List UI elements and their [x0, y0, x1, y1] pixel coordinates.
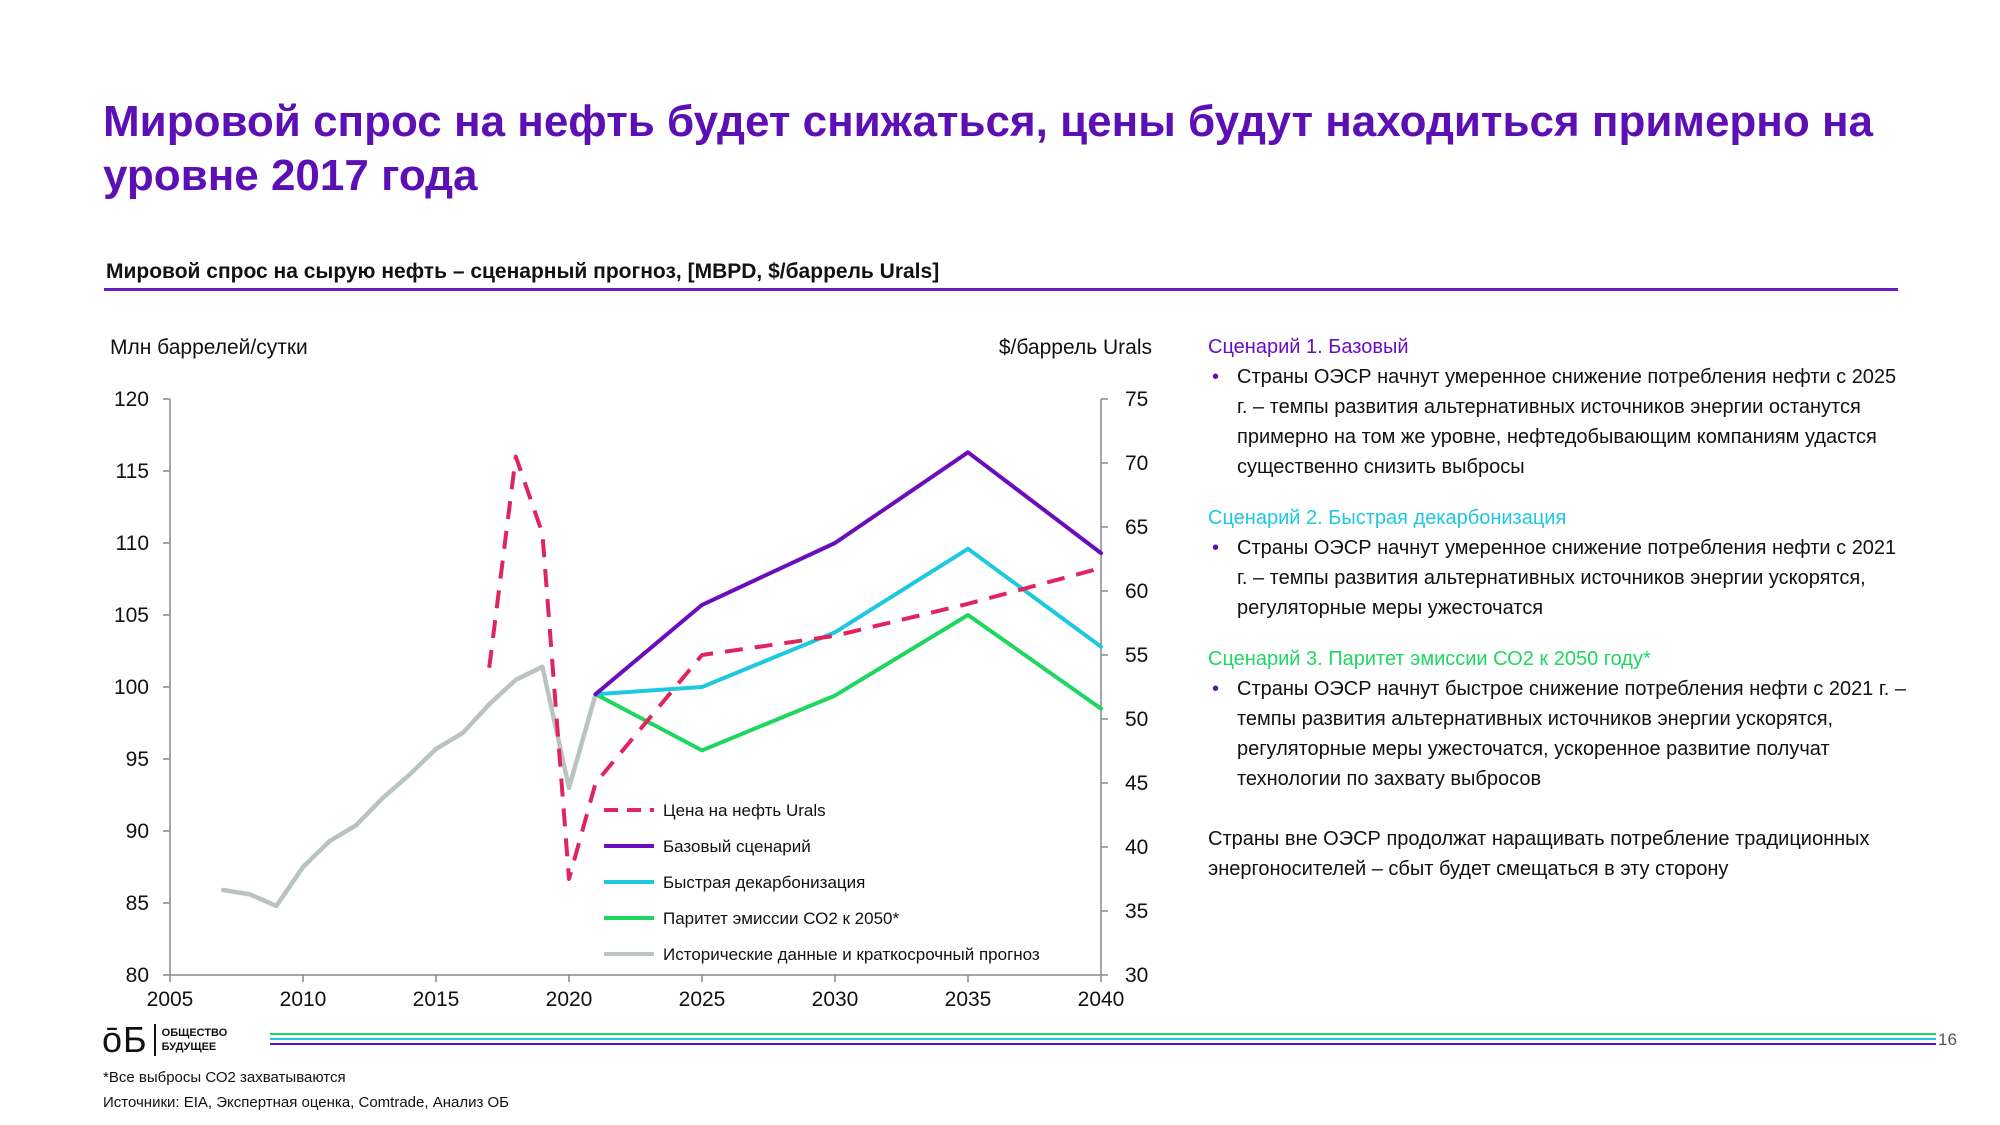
company-logo: ōБ ОБЩЕСТВО БУДУЩЕЕ	[102, 1022, 227, 1058]
x-tick-label: 2015	[413, 988, 460, 1011]
scenario-3: Сценарий 3. Паритет эмиссии СО2 к 2050 г…	[1208, 644, 1908, 794]
bullet-icon: •	[1212, 366, 1220, 388]
right-tick-label: 55	[1125, 644, 1148, 667]
legend-label-price: Цена на нефть Urals	[663, 801, 826, 820]
logo-wordmark: ОБЩЕСТВО БУДУЩЕЕ	[162, 1026, 228, 1054]
left-tick-label: 90	[126, 820, 149, 843]
left-tick-label: 80	[126, 964, 149, 987]
right-tick-label: 45	[1125, 772, 1148, 795]
left-tick-label: 110	[116, 532, 149, 555]
x-tick-label: 2030	[812, 988, 859, 1011]
right-tick-label: 75	[1125, 388, 1148, 411]
logo-separator	[153, 1024, 156, 1056]
right-tick-label: 30	[1125, 964, 1148, 987]
legend-label-historical: Исторические данные и краткосрочный прог…	[663, 945, 1040, 964]
legend-label-base: Базовый сценарий	[663, 837, 811, 856]
left-tick-label: 85	[126, 892, 149, 915]
scenario-notes: Сценарий 1. Базовый • Страны ОЭСР начнут …	[1208, 332, 1908, 904]
x-tick-label: 2010	[280, 988, 327, 1011]
x-tick-label: 2020	[546, 988, 593, 1011]
left-tick-label: 115	[116, 460, 149, 483]
footer-stripe-cyan	[270, 1038, 1936, 1040]
scenario-3-title: Сценарий 3. Паритет эмиссии СО2 к 2050 г…	[1208, 648, 1651, 670]
logo-mark: ōБ	[102, 1019, 148, 1060]
x-tick-label: 2035	[945, 988, 992, 1011]
bullet-icon: •	[1212, 678, 1220, 700]
x-tick-label: 2040	[1078, 988, 1125, 1011]
right-axis-label: $/баррель Urals	[999, 336, 1152, 359]
logo-line-1: ОБЩЕСТВО	[161, 1027, 228, 1039]
legend-label-parity: Паритет эмиссии СО2 к 2050*	[663, 909, 899, 928]
scenario-1-bullet: • Страны ОЭСР начнут умеренное снижение п…	[1208, 362, 1908, 482]
left-tick-label: 120	[114, 388, 149, 411]
logo-line-2: БУДУЩЕЕ	[161, 1041, 217, 1053]
series-base	[593, 450, 1103, 697]
right-tick-label: 60	[1125, 580, 1148, 603]
scenario-2-title: Сценарий 2. Быстрая декарбонизация	[1208, 507, 1567, 529]
footer-stripes	[270, 1033, 1936, 1048]
series-historical	[220, 664, 598, 909]
left-tick-label: 100	[114, 676, 149, 699]
chart-series	[220, 450, 1103, 909]
x-tick-label: 2005	[147, 988, 194, 1011]
oil-demand-chart: Млн баррелей/сутки $/баррель Urals 80 85 9…	[110, 336, 1152, 1011]
scenario-1-title: Сценарий 1. Базовый	[1208, 336, 1409, 358]
right-tick-label: 70	[1125, 452, 1148, 475]
right-tick-label: 40	[1125, 836, 1148, 859]
sources-note: Источники: EIA, Экспертная оценка, Comtr…	[103, 1094, 510, 1111]
closing-note: Страны вне ОЭСР продолжат наращивать пот…	[1208, 828, 1870, 880]
right-tick-label: 35	[1125, 900, 1148, 923]
scenario-1: Сценарий 1. Базовый • Страны ОЭСР начнут …	[1208, 332, 1908, 482]
footnote: *Все выбросы СО2 захватываются	[103, 1069, 346, 1086]
subtitle-divider	[104, 288, 1898, 291]
page-title: Мировой спрос на нефть будет снижаться, …	[103, 97, 1874, 200]
chart-subtitle: Мировой спрос на сырую нефть – сценарный…	[106, 260, 940, 283]
left-tick-label: 105	[114, 604, 149, 627]
left-tick-label: 95	[126, 748, 149, 771]
scenario-2: Сценарий 2. Быстрая декарбонизация • Стра…	[1208, 503, 1908, 623]
series-fast	[593, 546, 1103, 697]
chart-legend: Цена на нефть Urals Базовый сценарий Быстр…	[604, 801, 1040, 964]
chart-axes: 80 85 90 95 100 105 110 115 120 30 35 40 45 50 55 60 65 7…	[114, 388, 1148, 1011]
scenario-3-bullet: • Страны ОЭСР начнут быстрое снижение пот…	[1208, 674, 1908, 794]
bullet-icon: •	[1212, 537, 1220, 559]
scenario-2-text: Страны ОЭСР начнут умеренное снижение по…	[1237, 537, 1897, 619]
legend-label-fast: Быстрая декарбонизация	[663, 873, 865, 892]
series-parity	[593, 613, 1103, 753]
scenario-2-bullet: • Страны ОЭСР начнут умеренное снижение п…	[1208, 533, 1908, 623]
right-tick-label: 50	[1125, 708, 1148, 731]
scenario-3-text: Страны ОЭСР начнут быстрое снижение потр…	[1237, 678, 1906, 790]
footer-stripe-purple	[270, 1043, 1936, 1045]
scenario-1-text: Страны ОЭСР начнут умеренное снижение по…	[1237, 366, 1897, 478]
page-number: 16	[1938, 1030, 1957, 1049]
left-axis-label: Млн баррелей/сутки	[110, 336, 308, 359]
right-tick-label: 65	[1125, 516, 1148, 539]
footer-stripe-green	[270, 1033, 1936, 1035]
x-tick-label: 2025	[679, 988, 726, 1011]
